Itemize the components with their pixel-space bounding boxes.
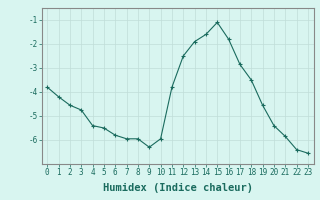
- X-axis label: Humidex (Indice chaleur): Humidex (Indice chaleur): [103, 183, 252, 193]
